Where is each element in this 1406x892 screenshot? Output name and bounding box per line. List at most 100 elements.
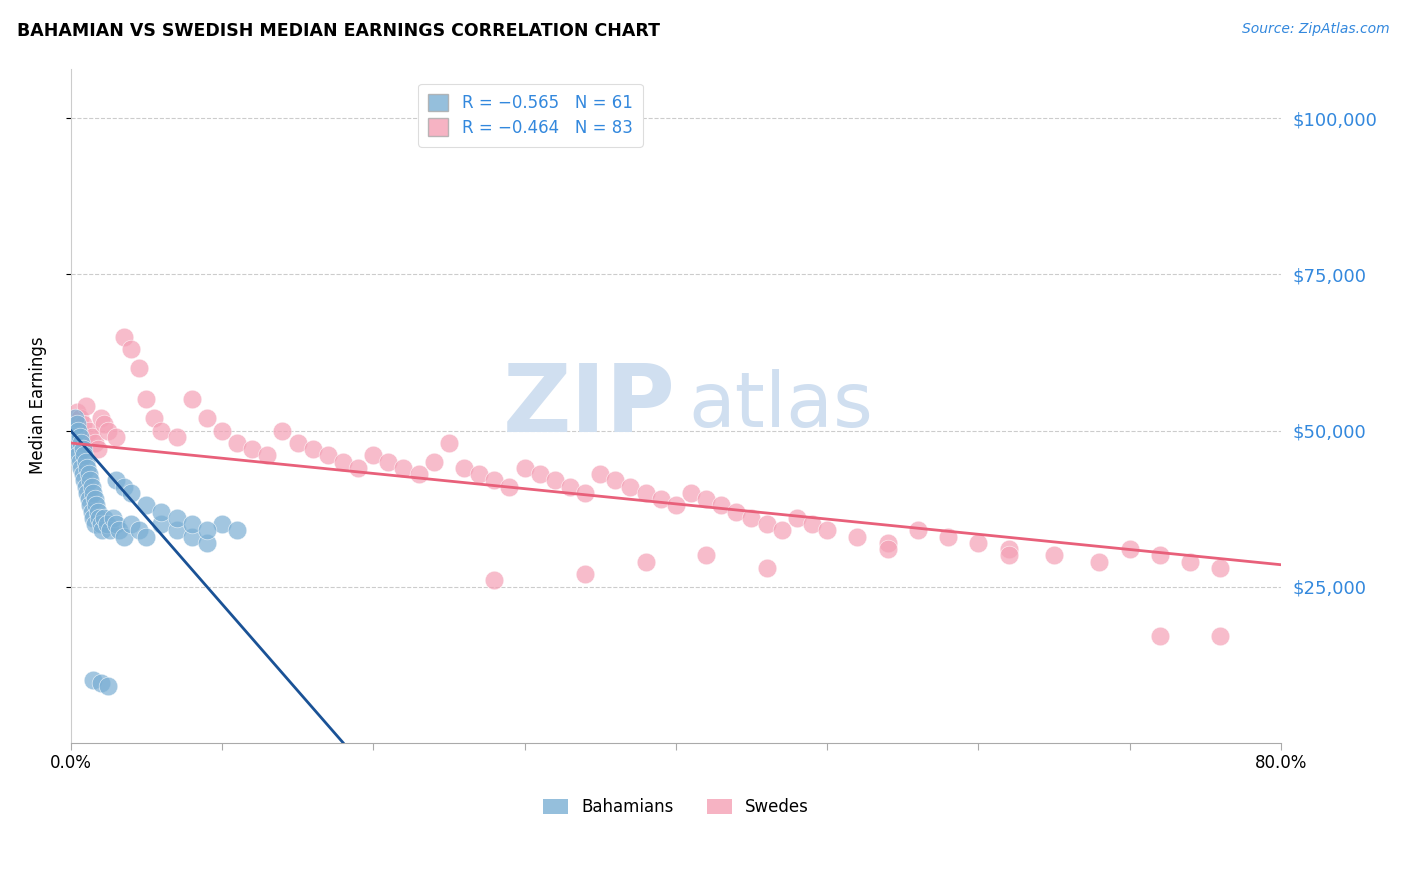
Point	[997, 542, 1019, 557]
Point	[63, 411, 86, 425]
Point	[69, 411, 91, 425]
Legend: Bahamians, Swedes: Bahamians, Swedes	[536, 791, 815, 822]
Point	[93, 511, 115, 525]
Point	[347, 461, 370, 475]
Point	[69, 455, 91, 469]
Point	[1180, 555, 1202, 569]
Point	[815, 524, 838, 538]
Point	[66, 442, 89, 457]
Point	[112, 530, 135, 544]
Point	[73, 449, 96, 463]
Point	[135, 499, 157, 513]
Point	[80, 505, 103, 519]
Point	[605, 474, 627, 488]
Point	[256, 449, 278, 463]
Point	[513, 461, 536, 475]
Point	[166, 524, 188, 538]
Point	[166, 511, 188, 525]
Point	[498, 480, 520, 494]
Point	[83, 436, 105, 450]
Point	[453, 461, 475, 475]
Point	[105, 517, 128, 532]
Point	[725, 505, 748, 519]
Point	[69, 430, 91, 444]
Point	[574, 567, 596, 582]
Point	[72, 467, 94, 482]
Point	[91, 524, 114, 538]
Point	[120, 486, 142, 500]
Point	[801, 517, 824, 532]
Point	[72, 417, 94, 432]
Point	[180, 530, 202, 544]
Point	[195, 524, 218, 538]
Point	[67, 424, 90, 438]
Point	[544, 474, 567, 488]
Point	[180, 392, 202, 407]
Point	[755, 561, 778, 575]
Point	[786, 511, 808, 525]
Point	[72, 442, 94, 457]
Point	[120, 343, 142, 357]
Point	[392, 461, 415, 475]
Point	[82, 511, 104, 525]
Point	[82, 486, 104, 500]
Point	[770, 524, 793, 538]
Point	[90, 676, 112, 690]
Point	[226, 436, 249, 450]
Point	[75, 399, 97, 413]
Point	[105, 430, 128, 444]
Point	[1043, 549, 1066, 563]
Point	[287, 436, 309, 450]
Point	[62, 424, 84, 438]
Point	[967, 536, 990, 550]
Point	[83, 517, 105, 532]
Point	[90, 517, 112, 532]
Point	[87, 442, 110, 457]
Point	[529, 467, 551, 482]
Point	[361, 449, 384, 463]
Point	[66, 405, 89, 419]
Point	[97, 424, 120, 438]
Point	[79, 499, 101, 513]
Point	[211, 517, 233, 532]
Point	[108, 524, 131, 538]
Point	[316, 449, 339, 463]
Point	[1118, 542, 1140, 557]
Point	[240, 442, 263, 457]
Point	[619, 480, 641, 494]
Point	[73, 474, 96, 488]
Point	[1149, 630, 1171, 644]
Point	[96, 517, 118, 532]
Point	[226, 524, 249, 538]
Point	[695, 549, 717, 563]
Point	[484, 574, 506, 588]
Point	[301, 442, 323, 457]
Point	[80, 480, 103, 494]
Point	[135, 530, 157, 544]
Point	[1209, 561, 1232, 575]
Point	[75, 480, 97, 494]
Point	[128, 361, 150, 376]
Point	[437, 436, 460, 450]
Point	[846, 530, 869, 544]
Point	[77, 424, 100, 438]
Point	[166, 430, 188, 444]
Point	[650, 492, 672, 507]
Point	[695, 492, 717, 507]
Point	[101, 511, 124, 525]
Text: atlas: atlas	[688, 368, 873, 442]
Point	[76, 486, 98, 500]
Point	[634, 486, 657, 500]
Point	[589, 467, 612, 482]
Point	[936, 530, 959, 544]
Point	[1149, 549, 1171, 563]
Point	[332, 455, 354, 469]
Point	[150, 424, 173, 438]
Point	[97, 680, 120, 694]
Point	[120, 517, 142, 532]
Point	[484, 474, 506, 488]
Point	[89, 511, 111, 525]
Point	[76, 461, 98, 475]
Point	[128, 524, 150, 538]
Point	[67, 449, 90, 463]
